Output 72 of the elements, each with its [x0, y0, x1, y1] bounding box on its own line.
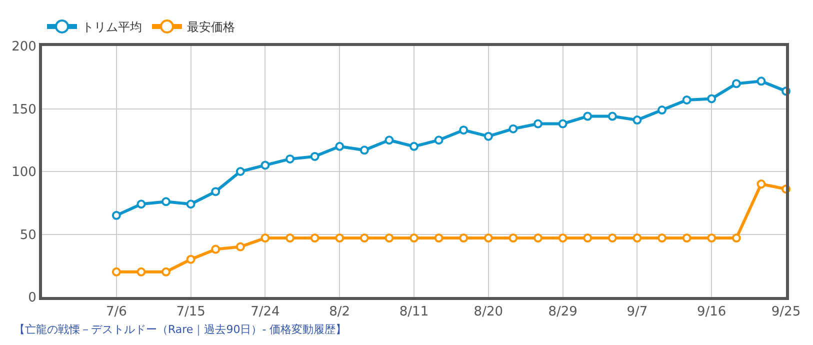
point	[112, 267, 121, 276]
point	[162, 267, 170, 276]
point	[682, 234, 692, 243]
x-tick-label: 9/7	[626, 304, 648, 320]
x-tick-label: 8/20	[474, 304, 503, 320]
y-tick-label: 50	[20, 228, 36, 243]
point	[658, 106, 666, 115]
x-tick-label: 7/6	[106, 304, 127, 320]
point	[410, 142, 418, 151]
point	[310, 152, 320, 161]
point	[632, 116, 642, 125]
point	[534, 119, 542, 128]
x-tick-label: 9/16	[697, 304, 726, 320]
x-tick-label: 8/29	[548, 304, 578, 320]
point	[335, 142, 344, 151]
point	[682, 95, 692, 104]
point	[707, 234, 716, 243]
point	[162, 197, 170, 206]
point	[732, 79, 741, 88]
y-tick-label: 150	[12, 102, 36, 118]
legend-label: トリム平均	[82, 20, 142, 34]
point	[484, 234, 493, 243]
point	[384, 136, 394, 145]
point	[410, 234, 418, 243]
point	[186, 254, 196, 264]
point	[136, 267, 146, 276]
point	[236, 167, 245, 176]
point	[286, 234, 294, 243]
x-tick-label: 8/11	[399, 304, 429, 320]
point	[583, 234, 592, 243]
x-tick-label: 9/25	[771, 304, 801, 320]
point	[112, 210, 121, 220]
y-tick-label: 0	[28, 290, 36, 306]
point	[583, 112, 592, 121]
point	[658, 234, 666, 243]
point	[756, 180, 766, 189]
point	[558, 234, 568, 243]
point	[186, 200, 196, 209]
point	[434, 136, 444, 145]
x-tick-label: 7/15	[176, 304, 206, 320]
point	[434, 234, 444, 243]
point	[756, 76, 766, 86]
point	[360, 146, 369, 155]
point	[508, 124, 518, 134]
point	[608, 234, 617, 243]
point	[384, 234, 394, 243]
point	[534, 234, 542, 243]
point	[260, 160, 270, 170]
point	[136, 200, 146, 209]
point	[211, 187, 220, 196]
point	[236, 242, 245, 252]
text: 【亡龍の戦慄－デストルドー（Rare｜過去90日）- 価格変動履歴】	[14, 323, 347, 336]
x-tick-label: 7/24	[250, 304, 280, 320]
point	[211, 244, 220, 254]
x-tick-label: 8/2	[329, 304, 350, 320]
point	[360, 234, 369, 243]
y-tick-label: 200	[12, 40, 36, 55]
point	[286, 154, 294, 164]
point	[558, 119, 568, 128]
point	[459, 126, 468, 135]
point	[508, 234, 518, 243]
point	[608, 112, 617, 121]
point	[335, 234, 344, 243]
point	[632, 234, 642, 243]
legend-label: 最安価格	[187, 20, 235, 34]
y-tick-label: 100	[12, 165, 36, 180]
point	[707, 94, 716, 104]
point	[484, 132, 493, 141]
point	[260, 234, 270, 243]
point	[459, 234, 468, 243]
point	[732, 234, 741, 243]
point	[310, 234, 320, 243]
